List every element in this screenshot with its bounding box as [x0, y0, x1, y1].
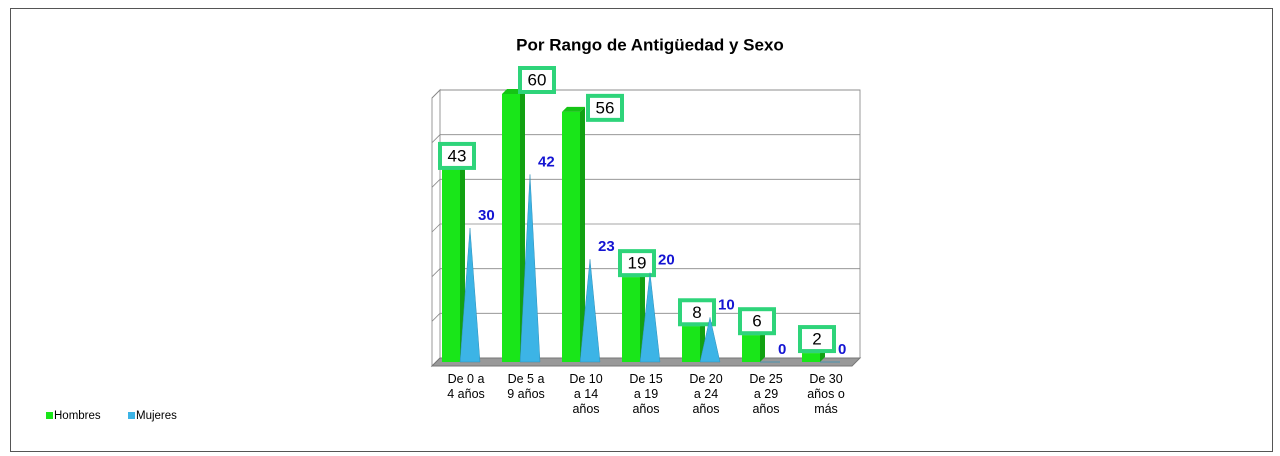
x-tick-label: De 20 a 24 años	[689, 372, 723, 416]
data-label: 43	[448, 146, 467, 165]
x-tick-label: De 30 años o más	[807, 372, 845, 416]
data-label: 60	[528, 70, 547, 89]
legend-swatch	[46, 412, 53, 419]
grid-line	[431, 134, 860, 143]
bar-front	[802, 353, 820, 362]
x-tick-label: De 15 a 19 años	[629, 372, 663, 416]
data-label: 6	[752, 312, 761, 331]
bar-side	[580, 106, 585, 362]
cone	[579, 259, 601, 363]
cone	[639, 272, 661, 363]
x-tick-label: De 10 a 14 años	[569, 372, 603, 416]
bar	[562, 106, 585, 362]
legend-swatch	[128, 412, 135, 419]
data-label: 19	[628, 254, 647, 273]
bar-side	[760, 330, 765, 362]
bar-front	[562, 111, 580, 362]
data-label: 20	[658, 252, 675, 269]
data-label: 8	[692, 303, 701, 322]
x-tick-label: De 5 a 9 años	[507, 372, 545, 401]
data-label-box	[738, 307, 776, 336]
grid-line	[431, 89, 860, 99]
data-label-box	[678, 298, 716, 327]
data-label: 30	[478, 207, 495, 224]
cone	[699, 317, 721, 363]
bar	[502, 89, 525, 362]
cone	[519, 174, 541, 363]
data-label-box	[798, 325, 836, 354]
x-tick-label: De 25 a 29 años	[749, 372, 783, 416]
legend-label: Mujeres	[136, 410, 177, 422]
data-label: 0	[778, 341, 786, 358]
data-label-box	[518, 66, 556, 94]
bar	[442, 164, 465, 362]
data-label: 23	[598, 238, 615, 255]
data-label: 56	[596, 98, 615, 117]
cone	[459, 227, 481, 363]
bar-front	[622, 277, 640, 362]
x-tick-label: De 0 a 4 años	[447, 372, 485, 401]
data-label: 0	[838, 341, 846, 358]
grid-line	[431, 312, 860, 322]
bar-top	[562, 106, 585, 112]
data-label: 42	[538, 153, 555, 170]
data-label: 2	[812, 330, 821, 349]
grid-line	[431, 178, 860, 188]
data-label-box	[618, 249, 656, 278]
chart-title: Por Rango de Antigüedad y Sexo	[516, 35, 784, 54]
legend-label: Hombres	[54, 410, 101, 422]
data-label: 10	[718, 296, 735, 313]
bar-front	[502, 94, 520, 362]
data-label-box	[438, 141, 476, 170]
grid-line	[431, 223, 860, 233]
bar-front	[682, 326, 700, 362]
bar-front	[442, 169, 460, 362]
data-label-box	[586, 93, 624, 122]
grid-line	[431, 268, 860, 277]
bar-front	[742, 335, 760, 362]
